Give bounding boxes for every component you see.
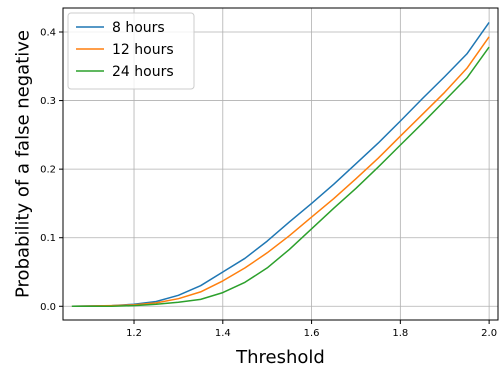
legend-label-8-hours: 8 hours — [112, 20, 165, 36]
series-line-24-hours — [71, 46, 490, 308]
grid — [63, 8, 498, 320]
x-axis-ticks: 1.2 1.4 1.6 1.8 2.0 — [126, 320, 497, 339]
series-line-12-hours — [71, 36, 490, 308]
series-line-8-hours — [71, 21, 490, 308]
legend-label-12-hours: 12 hours — [112, 42, 174, 58]
y-tick-label: 0.1 — [40, 233, 56, 244]
y-tick-label: 0.0 — [40, 302, 56, 313]
y-tick-label: 0.2 — [40, 165, 56, 176]
x-tick-label: 1.6 — [304, 328, 320, 339]
legend: 8 hours 12 hours 24 hours — [67, 12, 195, 90]
y-tick-label: 0.3 — [40, 96, 56, 107]
x-tick-label: 1.4 — [215, 328, 231, 339]
series-lines — [71, 21, 490, 308]
y-tick-label: 0.4 — [40, 28, 56, 39]
y-axis-ticks: 0.0 0.1 0.2 0.3 0.4 — [40, 28, 63, 313]
x-tick-label: 2.0 — [481, 328, 497, 339]
y-axis-title: Probability of a false negative — [12, 30, 33, 298]
legend-label-24-hours: 24 hours — [112, 64, 174, 80]
plot-frame — [62, 7, 499, 321]
x-tick-label: 1.8 — [392, 328, 408, 339]
x-axis-title: Threshold — [235, 347, 325, 368]
legend-box — [67, 12, 195, 90]
x-tick-label: 1.2 — [126, 328, 142, 339]
